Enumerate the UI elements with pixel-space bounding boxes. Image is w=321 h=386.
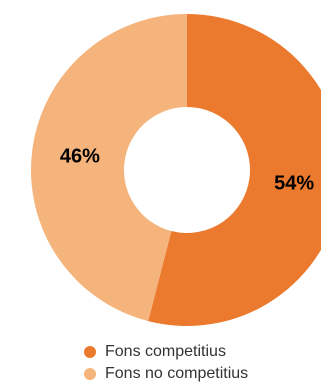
donut-slice-2 — [31, 14, 187, 322]
legend-swatch-fons-no-competitius — [84, 368, 96, 380]
legend-item-fons-competitius: Fons competitius — [84, 341, 248, 363]
legend: Fons competitius Fons no competitius — [84, 341, 248, 385]
legend-swatch-fons-competitius — [84, 346, 96, 358]
slice-value-label-2: 46% — [60, 145, 100, 167]
donut-slice-1 — [148, 14, 321, 326]
donut-chart: 54% 46% — [31, 14, 321, 326]
legend-item-fons-no-competitius: Fons no competitius — [84, 363, 248, 385]
legend-label-fons-no-competitius: Fons no competitius — [105, 365, 249, 382]
legend-label-fons-competitius: Fons competitius — [105, 343, 226, 360]
slice-value-label-1: 54% — [274, 173, 314, 195]
